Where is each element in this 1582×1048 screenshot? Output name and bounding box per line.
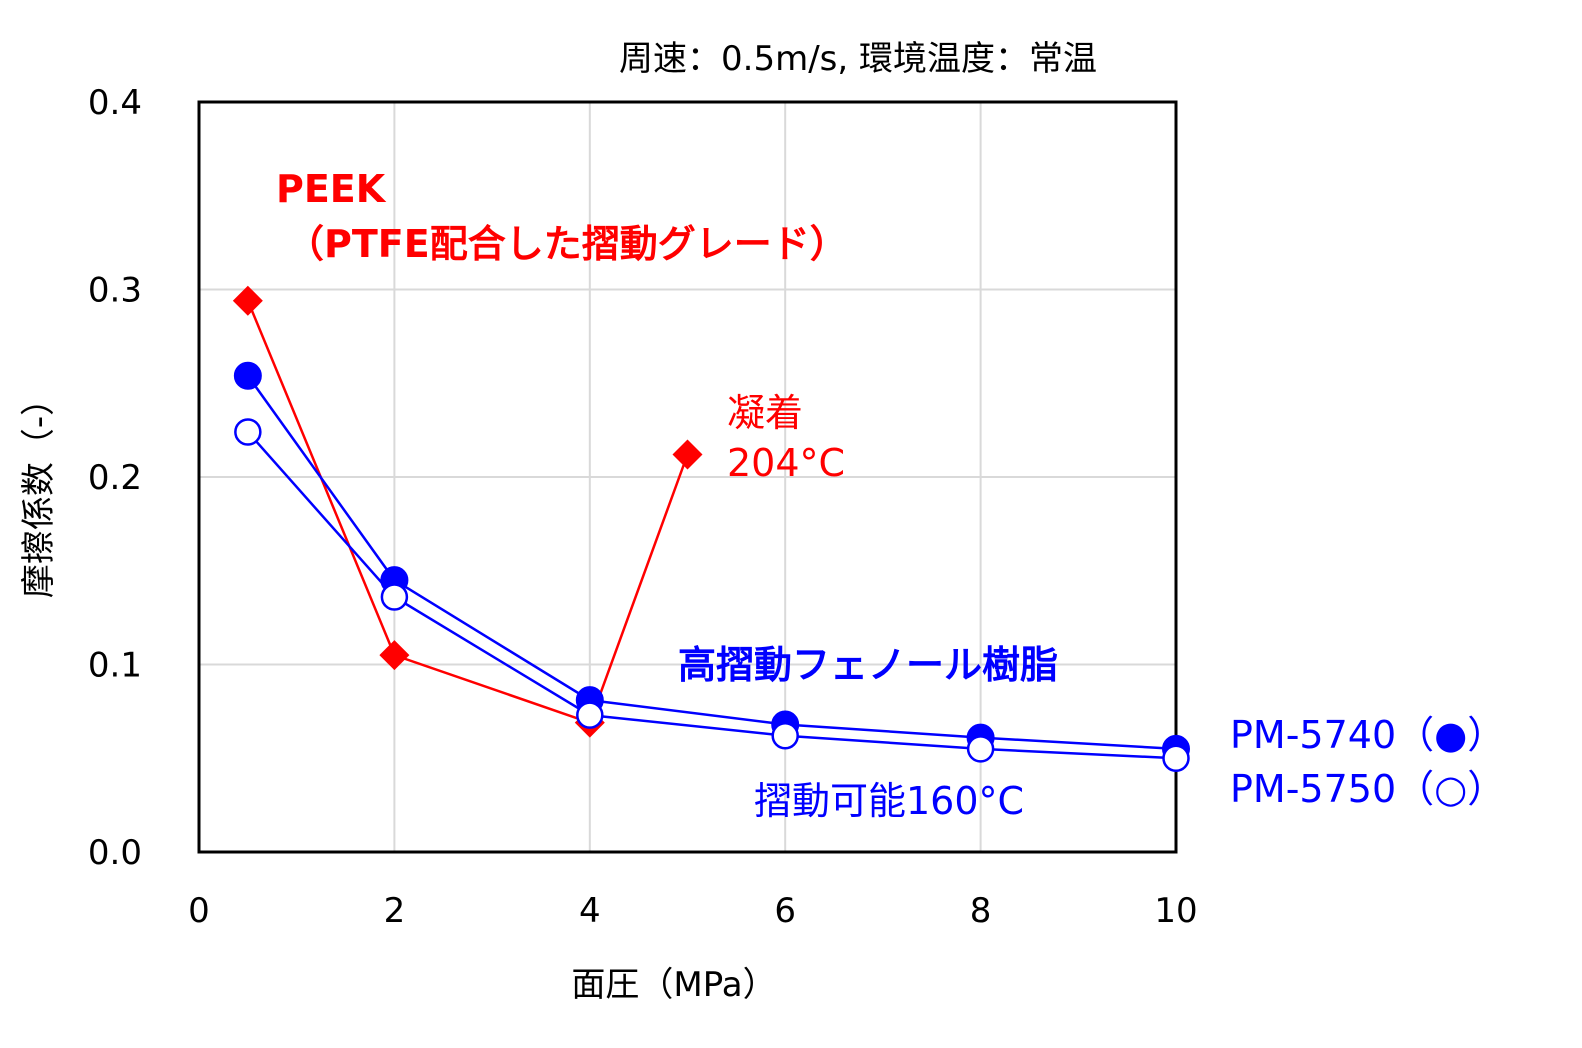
phenolic-label: 高摺動フェノール樹脂 — [678, 643, 1058, 687]
data-point-open — [234, 418, 262, 446]
y-tick-label: 0.1 — [88, 646, 142, 686]
data-point-open — [771, 722, 799, 750]
y-tick-label: 0.4 — [88, 83, 142, 123]
x-tick-label: 10 — [1154, 891, 1197, 931]
seizure-temp-label: 204°C — [727, 441, 845, 485]
legend-pm5740: PM-5740（●） — [1230, 713, 1505, 757]
x-tick-labels: 0 2 4 6 8 10 — [188, 891, 1197, 931]
data-point-filled — [233, 361, 262, 390]
data-point-open — [576, 701, 604, 729]
data-point-open — [1162, 744, 1190, 772]
x-tick-label: 2 — [384, 891, 406, 931]
x-tick-label: 0 — [188, 891, 210, 931]
y-tick-label: 0.0 — [88, 833, 142, 873]
data-point-diamond — [232, 285, 263, 316]
grid-lines — [199, 102, 1176, 852]
plot-frame — [197, 100, 1178, 854]
data-point-diamond — [379, 640, 410, 671]
data-point-diamond — [672, 439, 703, 470]
series-line — [246, 300, 689, 725]
x-tick-label: 4 — [579, 891, 601, 931]
x-tick-label: 8 — [970, 891, 992, 931]
data-point-open — [966, 735, 995, 763]
peek-grade-label: （PTFE配合した摺動グレード） — [286, 222, 848, 266]
slide-limit-label: 摺動可能160°C — [754, 779, 1024, 823]
legend-pm5750: PM-5750（○） — [1230, 767, 1505, 811]
y-axis-label: 摩擦係数（-） — [19, 382, 59, 598]
series-line — [246, 431, 1177, 760]
y-tick-label: 0.2 — [88, 458, 142, 498]
test-conditions: 周速：0.5m/s, 環境温度：常温 — [619, 39, 1097, 79]
seizure-label: 凝着 — [727, 391, 803, 435]
series-line — [246, 375, 1177, 751]
x-axis-label: 面圧（MPa） — [571, 965, 776, 1005]
peek-label: PEEK — [276, 167, 387, 211]
y-tick-labels: 0.0 0.1 0.2 0.3 0.4 — [88, 83, 142, 873]
series-layer — [232, 285, 1190, 772]
y-tick-label: 0.3 — [88, 271, 142, 311]
data-point-open — [380, 583, 409, 611]
x-tick-label: 6 — [774, 891, 796, 931]
